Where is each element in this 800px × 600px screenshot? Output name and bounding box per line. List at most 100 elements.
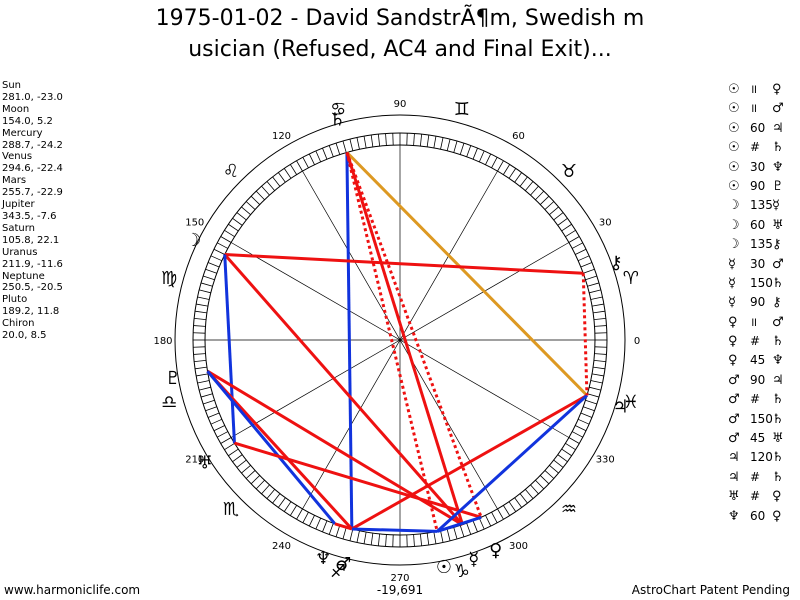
aspect-row: ☉ ॥ ♀ <box>728 80 798 99</box>
degree-tick <box>419 134 423 147</box>
degree-tick <box>349 139 354 151</box>
degree-tick <box>508 501 517 512</box>
degree-label: 150 <box>185 218 204 229</box>
planet-values: 211.9, -11.6 <box>2 258 63 270</box>
degree-tick <box>433 531 437 544</box>
degree-tick <box>250 195 261 205</box>
aspect-list: ☉ ॥ ♀ ☉ ॥ ♂ ☉ 60 ♃ ☉ # ♄ ☉ 30 ♆ ☉ 90 ♇ ☽ 135 ☿ ☽ 60 ♅ ☽ 135 ⚷ ☿ 30 ♂ ☿… <box>728 80 798 526</box>
degree-label: 120 <box>272 131 291 142</box>
degree-tick <box>519 176 528 187</box>
aspect-line <box>345 152 439 532</box>
aspect-row: ☽ 135 ⚷ <box>728 235 798 254</box>
zodiac-sign: ♐ <box>330 561 346 582</box>
aspect-row: ♀ # ♄ <box>728 332 798 351</box>
planet-values: 20.0, 8.5 <box>2 330 47 342</box>
aspect-planet-1: ☿ <box>728 256 736 272</box>
degree-tick <box>283 168 292 179</box>
degree-tick <box>255 479 265 490</box>
degree-tick <box>335 143 341 155</box>
degree-tick <box>236 212 247 221</box>
degree-tick <box>587 393 600 398</box>
aspect-planet-1: ♂ <box>728 372 740 388</box>
aspect-type: 60 <box>750 217 766 232</box>
degree-tick <box>591 303 604 307</box>
degree-tick <box>370 134 374 147</box>
degree-tick <box>197 296 210 300</box>
degree-tick <box>308 153 315 165</box>
aspect-line <box>436 515 482 533</box>
degree-tick <box>278 172 286 183</box>
degree-tick <box>426 533 430 546</box>
degree-tick <box>585 275 597 281</box>
planet-values: 154.0, 5.2 <box>2 115 53 127</box>
aspect-planet-2: ♄ <box>772 392 784 408</box>
aspect-line <box>345 151 483 518</box>
aspect-row: ♂ 150 ♄ <box>728 410 798 429</box>
chart-title-line-2: usician (Refused, AC4 and Final Exit)... <box>188 37 612 62</box>
degree-tick <box>575 248 587 255</box>
bottom-value-label: -19,691 <box>377 583 423 597</box>
aspect-planet-2: ⚷ <box>772 237 782 253</box>
degree-tick <box>530 185 539 196</box>
aspect-planet-2: ♂ <box>772 314 784 330</box>
degree-tick <box>557 218 568 226</box>
aspect-row: ☿ 150 ♄ <box>728 274 798 293</box>
degree-tick <box>228 448 239 457</box>
degree-tick <box>561 448 572 457</box>
degree-tick <box>593 359 606 363</box>
zodiac-sign: ♌ <box>223 161 239 182</box>
degree-tick <box>453 527 458 540</box>
degree-tick <box>210 418 223 425</box>
degree-tick <box>565 442 576 451</box>
degree-tick <box>266 489 275 499</box>
degree-tick <box>385 133 387 146</box>
planet-name: Saturn <box>2 222 36 234</box>
planet-glyph: ♄ <box>329 110 345 131</box>
aspect-line <box>351 527 438 533</box>
degree-tick <box>491 511 498 523</box>
aspect-line <box>334 522 353 531</box>
aspect-row: ♂ 45 ♅ <box>728 429 798 448</box>
aspect-planet-1: ☽ <box>728 237 740 253</box>
degree-tick <box>296 160 303 172</box>
aspect-row: ☽ 60 ♅ <box>728 216 798 235</box>
planet-glyph: ☿ <box>468 549 479 570</box>
degree-tick <box>497 508 504 520</box>
degree-tick <box>440 530 444 543</box>
degree-label: 90 <box>394 99 407 110</box>
degree-tick <box>535 479 545 490</box>
planet-glyph: ♆ <box>315 548 331 569</box>
planet-values: 281.0, -23.0 <box>2 91 63 103</box>
aspect-row: ☽ 135 ☿ <box>728 196 798 215</box>
aspect-planet-2: ♄ <box>772 469 784 485</box>
degree-label: 60 <box>512 131 525 142</box>
degree-tick <box>553 212 564 221</box>
aspect-planet-2: ♆ <box>772 353 784 369</box>
aspect-row: ♂ # ♄ <box>728 390 798 409</box>
degree-tick <box>478 150 485 163</box>
degree-tick <box>207 412 220 418</box>
degree-tick <box>575 425 587 432</box>
aspect-planet-2: ♀ <box>772 508 782 524</box>
zodiac-sign: ♈ <box>623 268 639 289</box>
aspect-type: 150 <box>750 275 773 290</box>
degree-tick <box>508 168 517 179</box>
aspect-planet-1: ☉ <box>728 159 740 175</box>
degree-tick <box>302 511 309 523</box>
aspect-row: ☿ 30 ♂ <box>728 255 798 274</box>
aspect-line <box>345 151 589 397</box>
degree-tick <box>589 289 601 294</box>
degree-tick <box>478 517 485 530</box>
degree-tick <box>245 470 256 479</box>
aspect-row: ☿ 90 ⚷ <box>728 293 798 312</box>
degree-tick <box>342 140 347 153</box>
degree-tick <box>502 505 511 516</box>
degree-tick <box>594 325 607 327</box>
degree-tick <box>525 489 534 499</box>
degree-tick <box>593 317 606 321</box>
degree-label: 330 <box>596 455 615 466</box>
degree-tick <box>413 534 415 547</box>
degree-tick <box>194 310 207 314</box>
degree-tick <box>459 143 465 155</box>
